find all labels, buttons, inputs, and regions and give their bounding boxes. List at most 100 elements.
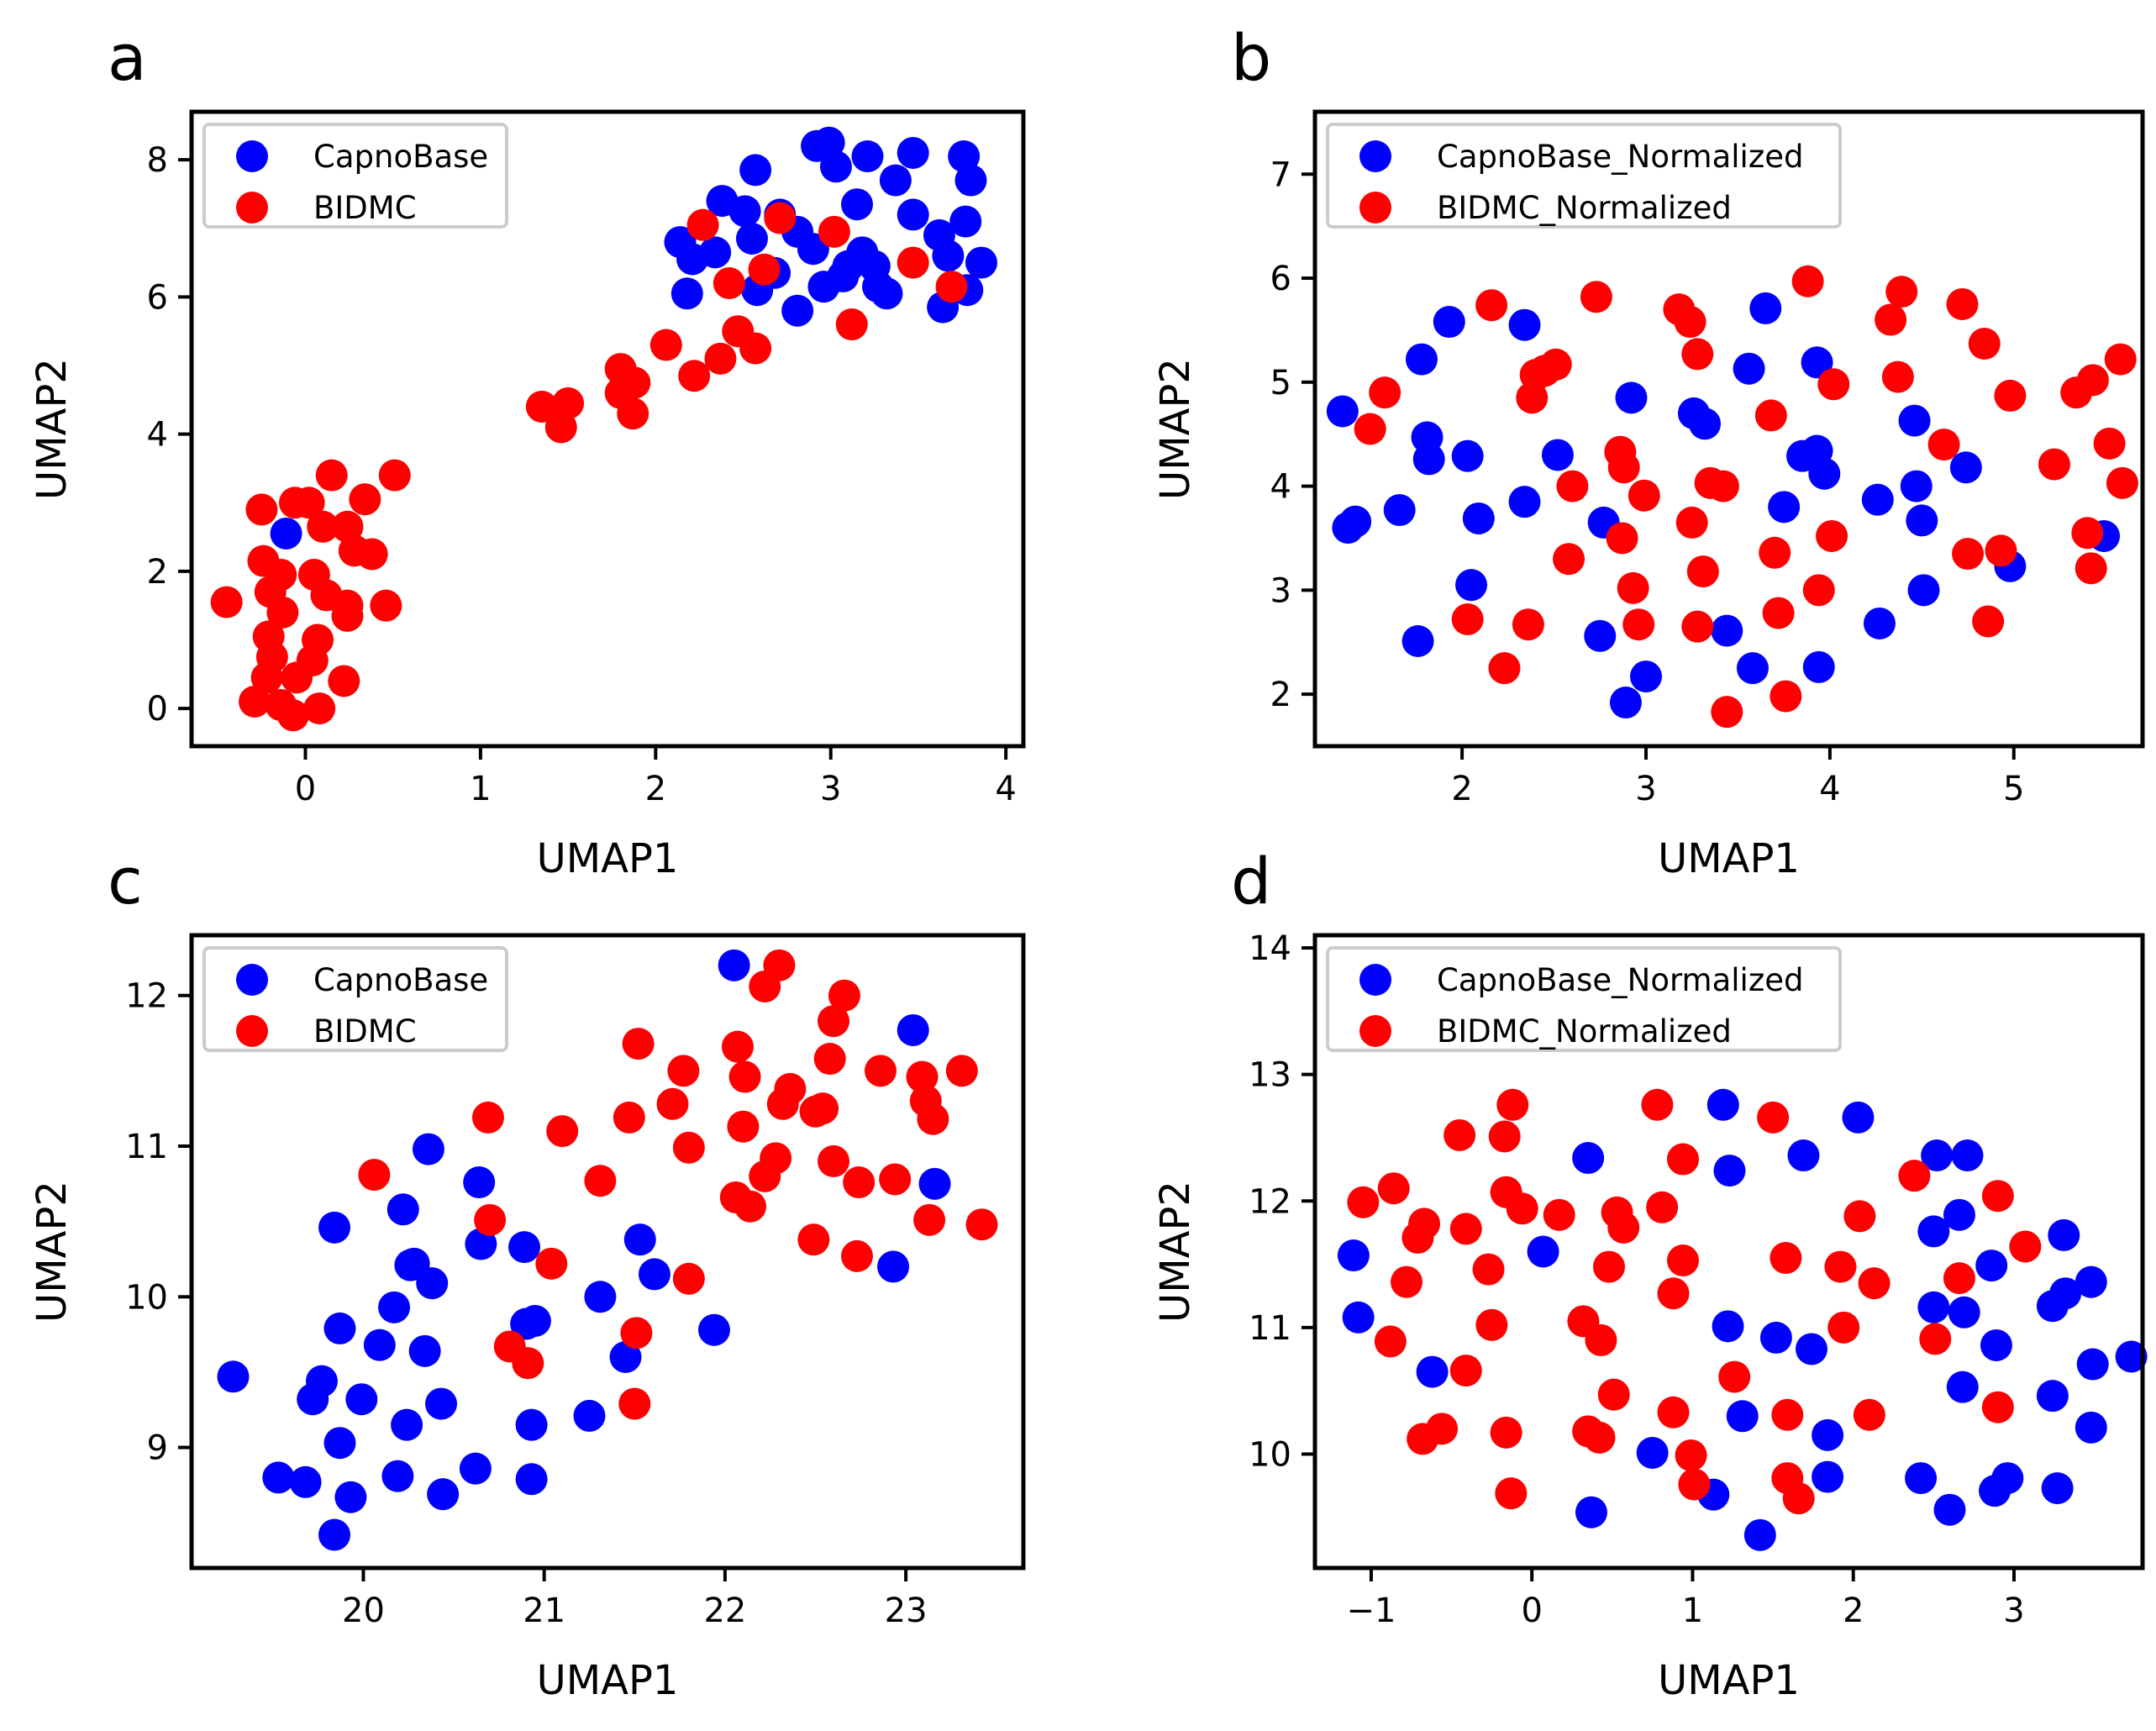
y-tick-label: 6 — [147, 278, 168, 317]
data-point — [1853, 1398, 1885, 1431]
data-point — [932, 239, 965, 272]
series-BIDMC — [358, 949, 998, 1420]
data-point — [1543, 1198, 1575, 1231]
data-point — [1580, 281, 1612, 313]
data-point — [412, 1133, 444, 1165]
data-point — [735, 223, 768, 255]
data-point — [897, 1013, 929, 1046]
data-point — [1337, 1239, 1370, 1272]
data-point — [1597, 1378, 1630, 1411]
legend-marker — [1359, 964, 1391, 996]
panel-a: a 0 1 2 3 4 0 2 4 6 8 UMAP1 UMAP2 CapnoBase BIDMC — [29, 20, 1026, 882]
x-tick-label: 3 — [2003, 1592, 2024, 1630]
y-tick-label: 5 — [1270, 364, 1291, 402]
y-tick-label: 11 — [1249, 1309, 1291, 1348]
data-point — [945, 1055, 978, 1087]
data-point — [1496, 1088, 1529, 1121]
legend-marker — [236, 192, 268, 224]
panel-label: b — [1231, 20, 1271, 95]
data-point — [315, 459, 348, 492]
data-point — [323, 1312, 356, 1344]
series-BIDMC_Normalized — [1347, 1088, 2042, 1515]
x-tick-label: 3 — [1635, 770, 1656, 808]
data-point — [584, 1281, 617, 1313]
data-point — [1451, 603, 1484, 635]
data-point — [1906, 504, 1938, 537]
data-point — [245, 493, 278, 526]
data-point — [1686, 555, 1719, 588]
data-point — [1416, 1355, 1449, 1388]
data-point — [965, 1208, 998, 1241]
legend-marker — [236, 964, 268, 996]
data-point — [1749, 292, 1782, 324]
x-tick-label: 0 — [1521, 1592, 1542, 1630]
data-point — [897, 246, 929, 279]
data-point — [1994, 379, 2027, 412]
data-point — [713, 267, 745, 300]
panel-label: a — [108, 20, 147, 95]
data-point — [1678, 1468, 1711, 1501]
data-point — [1666, 1143, 1699, 1176]
data-point — [1946, 287, 1979, 320]
data-point — [1711, 696, 1743, 729]
data-point — [1743, 1518, 1776, 1551]
data-point — [1641, 1088, 1674, 1121]
y-tick-label: 4 — [147, 416, 168, 455]
data-point — [699, 236, 732, 269]
data-point — [508, 1231, 540, 1264]
data-point — [1433, 306, 1465, 339]
data-point — [1374, 1325, 1407, 1358]
x-axis-label: UMAP1 — [537, 835, 679, 882]
data-point — [1981, 1180, 2014, 1213]
data-point — [672, 1262, 705, 1295]
data-point — [799, 1095, 832, 1128]
data-point — [721, 1030, 754, 1063]
axes-frame — [189, 109, 1026, 749]
data-point — [1666, 1244, 1699, 1277]
data-point — [1622, 608, 1655, 641]
data-point — [518, 1304, 551, 1337]
axes-frame — [189, 933, 1026, 1571]
y-tick-label: 2 — [147, 553, 168, 592]
data-point — [217, 1360, 250, 1393]
data-point — [1943, 1198, 1975, 1231]
panel-label: c — [108, 844, 143, 918]
data-point — [949, 205, 982, 238]
data-point — [239, 685, 271, 718]
data-point — [819, 150, 852, 183]
series-CapnoBase — [270, 126, 997, 550]
data-point — [1802, 574, 1835, 607]
legend-marker — [236, 1015, 268, 1047]
data-point — [954, 164, 987, 197]
data-point — [1512, 608, 1544, 641]
legend-box — [1326, 123, 1842, 229]
data-point — [835, 308, 868, 341]
data-point — [1768, 491, 1801, 524]
data-point — [1898, 1160, 1931, 1192]
data-point — [408, 1334, 441, 1367]
data-point — [1607, 1211, 1640, 1244]
data-point — [1675, 506, 1708, 539]
y-tick-label: 12 — [125, 977, 168, 1016]
data-point — [1762, 597, 1795, 629]
legend-box — [202, 946, 508, 1052]
data-point — [1917, 1291, 1950, 1323]
data-point — [864, 1055, 897, 1087]
data-point — [1585, 1323, 1617, 1356]
x-tick-label: 20 — [342, 1592, 385, 1630]
legend: CapnoBase_Normalized BIDMC_Normalized — [1326, 123, 1842, 229]
y-tick-label: 9 — [147, 1429, 168, 1468]
data-point — [1451, 439, 1484, 472]
data-point — [1759, 536, 1791, 569]
data-point — [841, 188, 873, 221]
data-point — [686, 208, 719, 241]
data-point — [2076, 1348, 2109, 1381]
data-point — [618, 366, 651, 399]
legend-marker — [1359, 192, 1391, 224]
data-point — [1975, 1250, 2008, 1282]
data-point — [1943, 1262, 1975, 1295]
y-tick-label: 4 — [1270, 468, 1291, 507]
y-tick-label: 3 — [1270, 571, 1291, 610]
data-point — [1921, 1139, 1954, 1172]
data-point — [465, 1228, 497, 1260]
